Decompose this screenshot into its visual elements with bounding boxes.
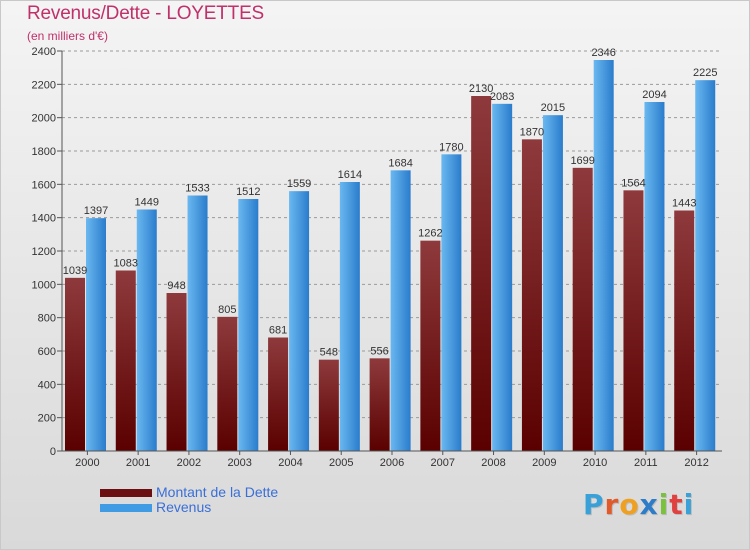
revenue-value-label: 1449 — [135, 197, 159, 209]
logo-letter: i — [658, 488, 670, 521]
legend-label-revenue: Revenus — [156, 499, 212, 515]
debt-bar — [623, 190, 644, 452]
debt-value-label: 1699 — [570, 155, 594, 167]
revenue-bar — [136, 209, 157, 451]
debt-bar — [217, 316, 238, 451]
debt-bar — [420, 240, 441, 451]
revenue-bar — [390, 170, 411, 452]
proxiti-logo: Proxiti — [583, 488, 694, 521]
logo-letter: x — [639, 488, 659, 521]
logo-letter: r — [604, 488, 620, 521]
y-tick-label: 200 — [38, 413, 56, 425]
x-tick-label: 2003 — [227, 457, 251, 469]
revenue-bar — [441, 154, 462, 452]
revenue-value-label: 1684 — [388, 157, 412, 169]
debt-bar — [115, 270, 136, 451]
revenue-value-label: 1614 — [338, 169, 362, 181]
y-tick-label: 1800 — [32, 146, 56, 158]
y-tick-label: 2200 — [32, 79, 56, 91]
revenue-bar — [187, 195, 208, 451]
revenue-value-label: 2346 — [591, 47, 615, 59]
debt-bar — [521, 139, 542, 452]
debt-value-label: 556 — [370, 345, 388, 357]
revenue-bar — [339, 182, 360, 451]
x-tick-label: 2007 — [431, 457, 455, 469]
y-tick-label: 1200 — [32, 246, 56, 258]
y-tick-label: 600 — [38, 346, 56, 358]
debt-value-label: 1564 — [621, 177, 645, 189]
x-tick-label: 2002 — [177, 457, 201, 469]
revenue-value-label: 1397 — [84, 205, 108, 217]
legend-swatch-revenue — [100, 504, 152, 512]
revenue-bar — [695, 80, 716, 452]
y-tick-label: 1400 — [32, 213, 56, 225]
debt-value-label: 1083 — [114, 258, 138, 270]
revenue-value-label: 1559 — [287, 178, 311, 190]
debt-bar — [65, 277, 85, 451]
debt-value-label: 948 — [167, 280, 185, 292]
debt-value-label: 1443 — [672, 198, 696, 210]
debt-bar — [572, 167, 593, 452]
debt-value-label: 1262 — [418, 228, 442, 240]
x-tick-label: 2004 — [278, 457, 302, 469]
revenue-value-label: 1780 — [439, 141, 463, 153]
y-tick-label: 400 — [38, 379, 56, 391]
x-tick-label: 2008 — [481, 457, 505, 469]
chart-subtitle: (en milliers d'€) — [27, 29, 108, 43]
revenue-value-label: 1512 — [236, 186, 260, 198]
debt-value-label: 1870 — [520, 126, 544, 138]
x-tick-label: 2012 — [684, 457, 708, 469]
revenue-bar — [542, 115, 563, 452]
x-tick-label: 2011 — [634, 457, 658, 469]
debt-bar — [369, 358, 390, 451]
debt-value-label: 681 — [269, 325, 287, 337]
debt-bar — [166, 293, 187, 451]
debt-bar — [674, 210, 695, 451]
debt-bar — [471, 96, 492, 451]
revenue-bar — [289, 191, 310, 451]
x-tick-label: 2009 — [532, 457, 556, 469]
revenue-value-label: 2083 — [490, 91, 514, 103]
revenue-bar — [492, 103, 513, 451]
debt-value-label: 1039 — [63, 265, 87, 277]
revenue-value-label: 2015 — [541, 102, 565, 114]
revenue-bar — [644, 102, 665, 451]
revenue-value-label: 2094 — [642, 89, 666, 101]
x-tick-label: 2006 — [380, 457, 404, 469]
revenue-value-label: 1533 — [185, 183, 209, 195]
revenue-bar — [593, 60, 614, 451]
debt-value-label: 548 — [320, 347, 338, 359]
y-tick-label: 2400 — [32, 46, 56, 58]
x-tick-label: 2010 — [583, 457, 607, 469]
revenue-value-label: 2225 — [693, 67, 717, 79]
logo-letter: o — [619, 488, 640, 521]
y-tick-label: 1000 — [32, 279, 56, 291]
y-tick-label: 2000 — [32, 113, 56, 125]
x-tick-label: 2000 — [75, 457, 99, 469]
debt-bar — [268, 337, 289, 451]
chart-title: Revenus/Dette - LOYETTES — [27, 3, 265, 24]
debt-value-label: 805 — [218, 304, 236, 316]
y-tick-label: 800 — [38, 313, 56, 325]
y-tick-label: 1600 — [32, 179, 56, 191]
debt-value-label: 2130 — [469, 83, 493, 95]
y-tick-label: 0 — [50, 446, 56, 458]
x-tick-label: 2001 — [126, 457, 150, 469]
logo-letter: t — [669, 488, 684, 521]
logo-letter: P — [583, 488, 605, 521]
revenue-bar — [238, 199, 259, 451]
logo-letter: i — [683, 488, 695, 521]
revenue-bar — [86, 218, 106, 451]
x-tick-label: 2005 — [329, 457, 353, 469]
legend-label-debt: Montant de la Dette — [156, 484, 279, 500]
legend-swatch-debt — [100, 489, 152, 497]
debt-bar — [318, 359, 339, 451]
